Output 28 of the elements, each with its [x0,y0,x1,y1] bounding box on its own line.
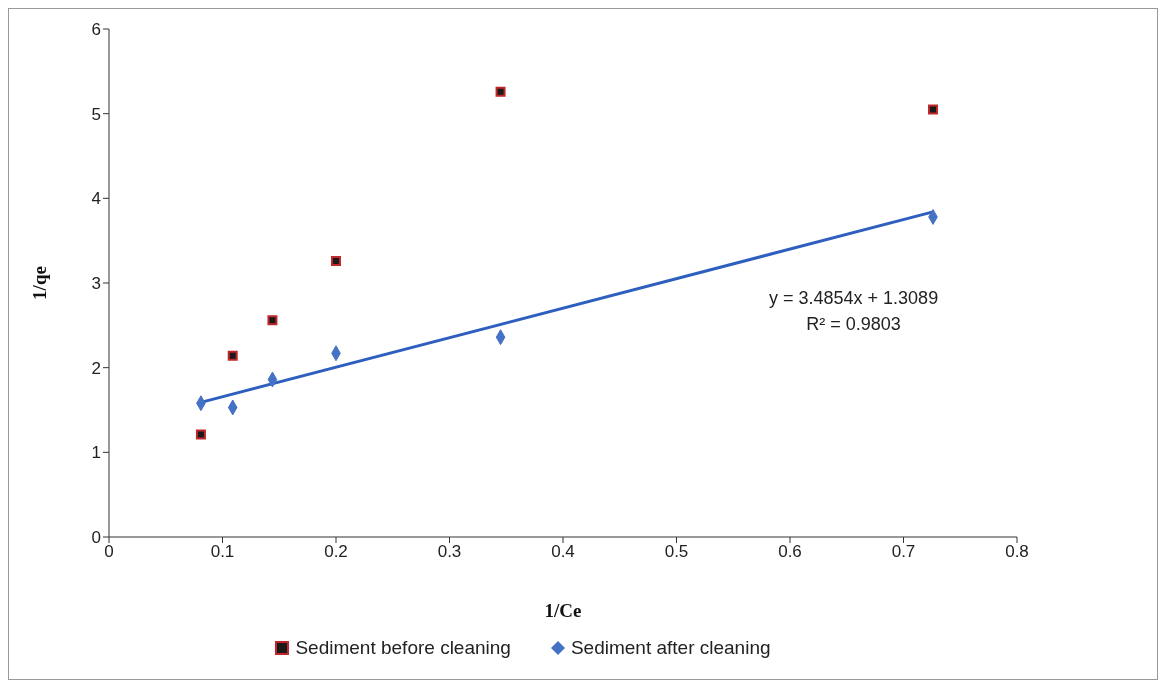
x-tick-label: 0.7 [891,542,916,562]
y-tick-label: 5 [91,104,101,124]
x-tick-label: 0.8 [1005,542,1029,562]
x-tick-label: 0.3 [437,542,462,562]
y-tick-label: 2 [91,358,101,378]
y-tick-label: 1 [91,443,101,463]
x-axis-title: 1/Ce [544,600,582,621]
y-tick-label: 3 [91,274,101,294]
x-tick-label: 0 [104,542,114,562]
y-tick-label: 0 [91,528,101,548]
point [331,255,341,266]
annotation: R² = 0.9803 [805,313,902,336]
annotation: y = 3.4854x + 1.3089 [769,287,939,310]
y-axis-title: 1/qe [28,266,50,300]
x-tick-label: 0.2 [324,542,348,562]
legend-label: Sediment after cleaning [569,637,771,659]
x-tick-label: 0.6 [778,542,802,562]
point [928,104,939,115]
y-tick-label: 4 [91,189,101,209]
legend-label: Sediment before cleaning [294,637,511,659]
point [267,315,278,326]
point [195,429,206,440]
point [495,86,506,97]
x-tick-label: 0.4 [551,542,575,562]
x-tick-label: 0.5 [664,542,689,562]
y-tick-label: 6 [91,20,101,40]
point [227,350,238,361]
x-tick-label: 0.1 [210,542,235,562]
